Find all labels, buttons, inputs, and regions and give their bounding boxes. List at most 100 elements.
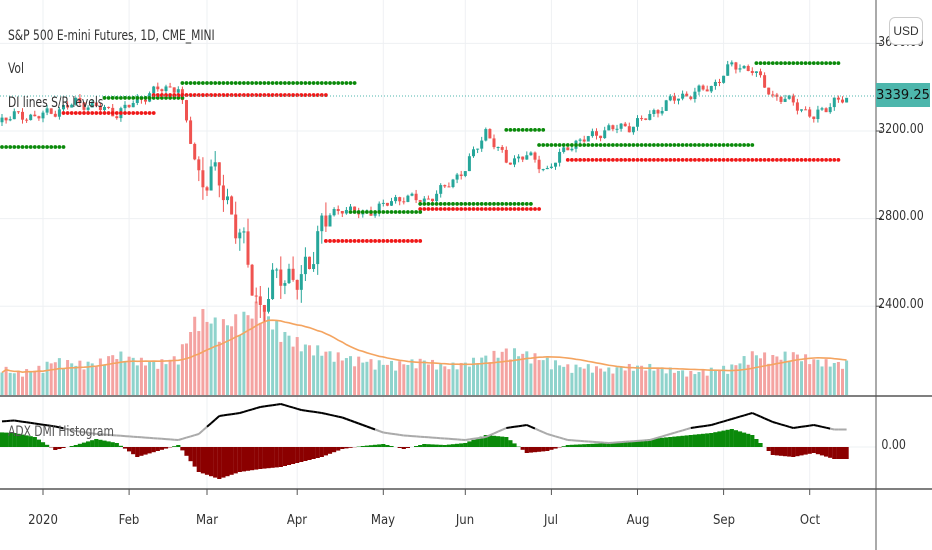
sr-dot-green [516,202,521,206]
sr-dot-red [602,158,607,162]
adx-line-segment [34,422,40,426]
sr-dot-red [697,158,701,162]
sr-dot-red [90,111,95,115]
adx-line-segment [813,424,819,427]
histogram-bar [647,439,652,447]
volume-bar [312,355,316,395]
histogram-bar [184,447,189,456]
sr-dot-red [758,158,763,162]
sr-dot-red [824,158,828,162]
histogram-bar [77,443,82,447]
histogram-bar [135,447,140,457]
histogram-bar [385,445,390,447]
histogram-bar [787,447,792,457]
sr-dot-red [139,111,144,115]
adx-line-segment [79,430,85,434]
histogram-bar [266,447,271,469]
sr-dot-red [652,158,656,162]
indicator-legend[interactable]: ADX DMI Histogram [8,424,114,440]
sr-dot-green [274,81,279,85]
adx-line-segment [788,425,794,429]
sr-levels [0,61,841,243]
sr-dot-red [807,158,812,162]
volume-bar [144,365,147,395]
histogram-bar [758,443,763,447]
sr-dot-red [488,207,492,211]
sr-dot-red [750,158,755,162]
candle-body [611,125,615,130]
sr-dot-green [824,61,828,66]
sr-dot-red [151,111,156,115]
volume-legend[interactable]: Vol [8,61,24,77]
adx-line-segment [674,430,679,434]
sr-dot-green [582,143,587,147]
sr-dot-green [229,81,234,85]
histogram-bar [774,447,779,456]
sr-dot-green [799,61,804,66]
volume-bar [648,363,652,395]
adx-line-segment [26,421,31,424]
histogram-bar [373,444,378,447]
adx-line-segment [547,433,552,437]
sr-dot-red [783,158,787,162]
sr-dot-green [287,81,291,85]
histogram-bar [430,444,435,447]
sr-dot-green [467,202,472,206]
sr-dot-green [656,143,660,147]
candle-body [107,106,111,108]
time-label: Sep [712,513,735,528]
adx-line-segment [469,437,474,441]
volume-bar [845,360,849,395]
adx-line-segment [243,409,249,413]
volume-bar [566,364,570,395]
sr-dot-red [131,111,136,115]
histogram-bar [483,435,488,447]
sr-dot-red [287,93,291,97]
adx-line-segment [711,422,716,426]
volume-bar [492,350,496,395]
volume-bar [62,368,65,395]
symbol-title[interactable]: S&P 500 E-mini Futures, 1D, CME_MINI [8,28,215,44]
volume-bar [783,351,787,395]
sr-dot-green [418,210,423,214]
histogram-bar [245,447,251,471]
adx-line-segment [370,427,376,431]
volume-bar [246,315,250,395]
sr-dot-green [340,81,345,85]
histogram-bar [487,435,492,447]
sr-dot-red [684,158,689,162]
sr-dot-green [336,81,341,85]
price-tick: 3200.00 [878,122,924,137]
adx-line-segment [477,436,482,440]
candle-body [722,75,726,83]
volume-bar [98,358,102,395]
sr-dot-green [447,202,451,206]
histogram-bar [127,447,132,452]
sr-dot-green [299,81,304,85]
sr-dot-red [434,207,439,211]
histogram-bar [799,447,804,456]
volume-bar [611,373,615,395]
currency-button[interactable]: USD [889,17,923,45]
adx-line-segment [829,427,835,431]
histogram-bar [143,447,148,455]
volume-bar [25,369,29,395]
volume-bar [422,360,426,395]
volume-bar [836,361,840,395]
sr-dot-red [217,93,222,97]
candle-body [431,198,434,202]
volume-bar [549,369,553,395]
histogram-bar [254,447,259,470]
sr-dot-green [664,143,669,147]
sr-legend[interactable]: DI lines S/R levels [8,95,104,111]
sr-dot-green [319,81,324,85]
sr-dot-green [422,202,427,206]
sr-dot-red [82,111,86,115]
histogram-bar [106,441,111,447]
volume-bar [726,373,730,395]
volume-bar [385,364,389,395]
sr-dot-red [676,158,681,162]
candle-body [160,89,164,92]
histogram-bar [8,432,13,447]
